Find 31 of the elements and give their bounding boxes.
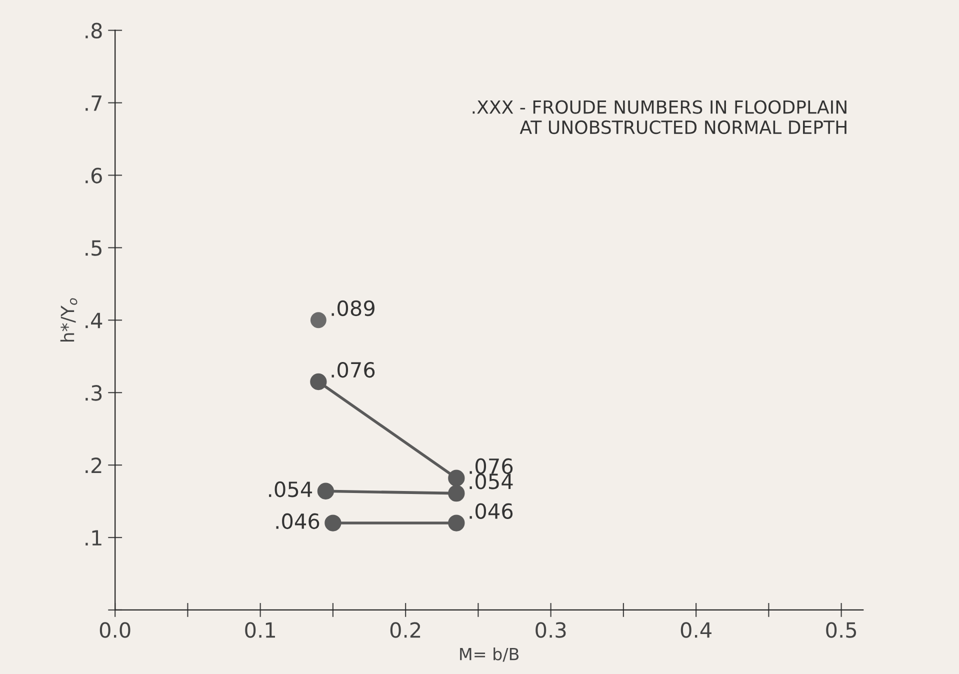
annotation: .XXX - FROUDE NUMBERS IN FLOODPLAIN AT UNOBSTRUCTED NORMAL DEPTH bbox=[472, 100, 846, 134]
x-tick-label: 0.2 bbox=[390, 622, 420, 638]
y-tick-label: .1 bbox=[86, 530, 102, 546]
point bbox=[448, 514, 465, 532]
x-tick-label: 0.5 bbox=[826, 622, 856, 638]
y-tick-label: .5 bbox=[86, 240, 102, 256]
x-tick-label: 0.0 bbox=[100, 622, 130, 638]
annotation: .089 bbox=[332, 300, 374, 316]
annotation: .046 bbox=[276, 513, 320, 530]
y-axis-title: h*/Y$_{o}$ bbox=[60, 298, 78, 342]
y-tick-label: .6 bbox=[86, 168, 102, 184]
point bbox=[324, 514, 342, 532]
point bbox=[310, 373, 327, 390]
y-tick-label: .3 bbox=[86, 385, 102, 401]
annotation: .054 bbox=[470, 474, 513, 490]
y-tick-label: .8 bbox=[86, 22, 102, 39]
x-axis-title: M= b/B bbox=[460, 647, 519, 662]
annotation: .054 bbox=[269, 481, 312, 498]
annotation: .076 bbox=[332, 362, 375, 378]
annotation: .076 bbox=[470, 458, 513, 474]
y-tick-label: .4 bbox=[86, 312, 102, 328]
point bbox=[448, 484, 465, 502]
x-tick-label: 0.1 bbox=[245, 622, 275, 638]
y-tick-label: .7 bbox=[86, 96, 102, 111]
point bbox=[448, 470, 465, 486]
point bbox=[310, 312, 326, 328]
y-tick-label: .2 bbox=[86, 458, 102, 473]
x-tick-label: 0.3 bbox=[536, 622, 566, 638]
x-tick-label: 0.4 bbox=[680, 622, 712, 638]
point bbox=[317, 482, 334, 500]
annotation: .046 bbox=[470, 503, 513, 519]
